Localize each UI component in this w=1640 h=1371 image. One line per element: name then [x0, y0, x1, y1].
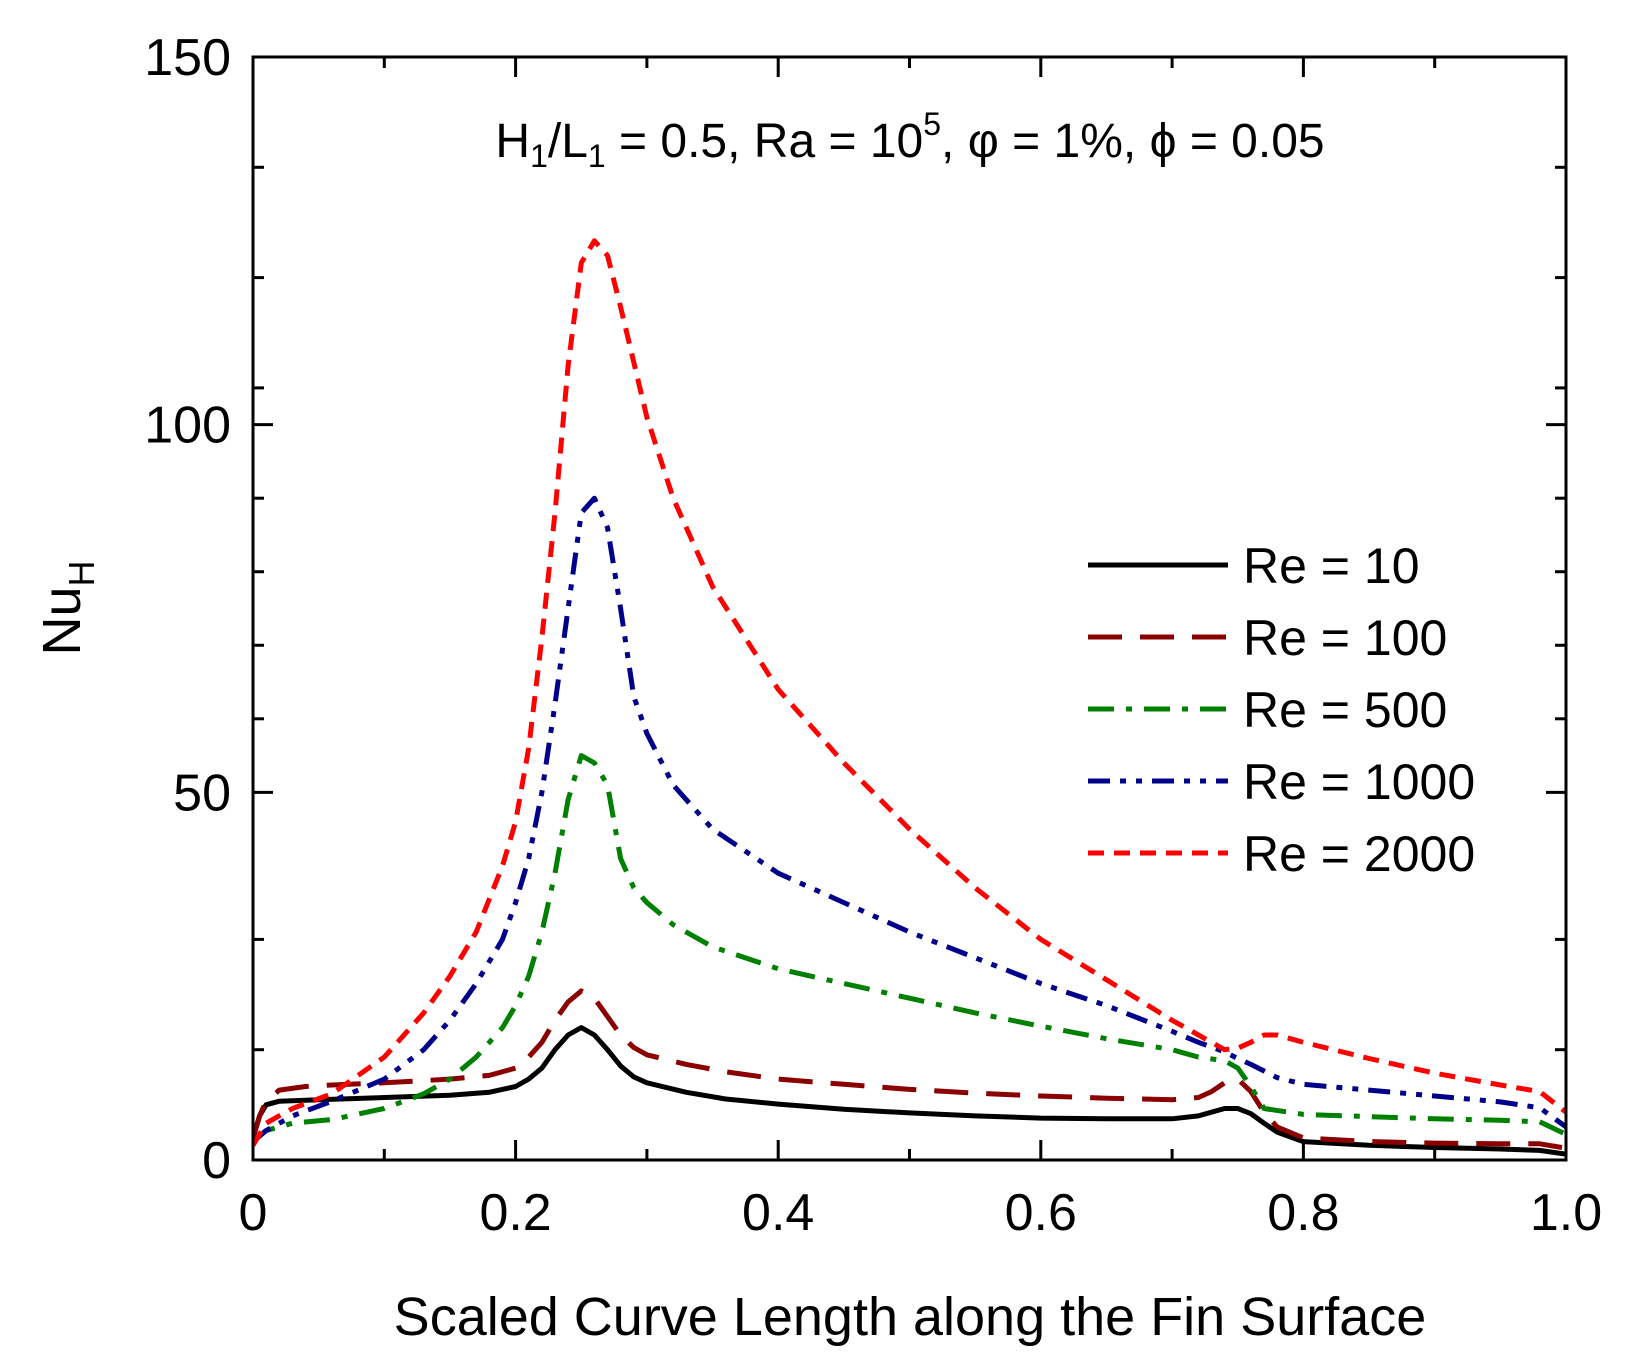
x-tick-label: 0.8: [1267, 1184, 1339, 1242]
y-axis-title: NuH: [32, 560, 102, 655]
x-axis-title: Scaled Curve Length along the Fin Surfac…: [394, 1287, 1427, 1347]
annotation-part2: , φ = 1%, ϕ = 0.05: [941, 115, 1325, 168]
legend: Re = 10 Re = 100 Re = 500 Re = 1000 Re = 200…: [1088, 538, 1475, 882]
x-tick-label: 0.6: [1005, 1184, 1077, 1242]
series-line-re-10: [253, 1025, 1566, 1157]
legend-label-re-500: Re = 500: [1243, 682, 1447, 738]
chart-annotation: H1/L1 = 0.5, Ra = 105, φ = 1%, ϕ = 0.05: [495, 106, 1324, 174]
tick-marks: [251, 55, 1568, 1162]
plot-frame: [251, 55, 1568, 1162]
series-line-re-2000: [253, 238, 1566, 1147]
y-axis-title-subscript: H: [61, 560, 102, 586]
x-tick-label: 0: [239, 1184, 268, 1242]
y-tick-label: 150: [144, 29, 231, 87]
series-line-re-100: [253, 988, 1566, 1151]
series-lines: [253, 238, 1566, 1157]
x-tick-label: 0.4: [742, 1184, 814, 1242]
legend-label-re-100: Re = 100: [1243, 610, 1447, 666]
annotation-slash-l: /L: [548, 115, 588, 168]
annotation-l-subscript: 1: [588, 138, 606, 174]
legend-label-re-10: Re = 10: [1243, 538, 1420, 594]
annotation-part1: = 0.5, Ra = 10: [606, 115, 924, 168]
y-tick-label: 100: [144, 397, 231, 455]
series-line-re-500: [253, 753, 1566, 1144]
annotation-h-subscript: 1: [530, 138, 548, 174]
legend-label-re-2000: Re = 2000: [1243, 826, 1475, 882]
annotation-ra-exponent: 5: [923, 106, 941, 142]
annotation-h: H: [495, 115, 530, 168]
y-tick-label: 50: [173, 764, 231, 822]
series-line-re-1000: [253, 495, 1566, 1144]
y-tick-label: 0: [202, 1132, 231, 1190]
x-tick-label: 0.2: [479, 1184, 551, 1242]
y-axis-title-main: Nu: [32, 586, 92, 655]
y-axis-title-group: NuH: [32, 560, 102, 655]
tick-labels: 0 0.2 0.4 0.6 0.8 1.0 0 50 100 150: [144, 29, 1602, 1242]
x-tick-label: 1.0: [1530, 1184, 1602, 1242]
legend-label-re-1000: Re = 1000: [1243, 754, 1475, 810]
